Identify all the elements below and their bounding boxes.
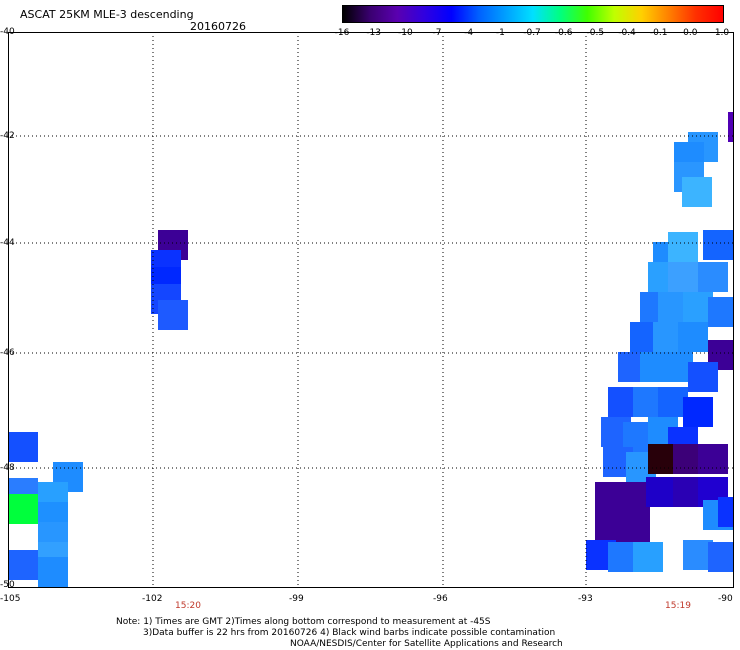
- lat-label-42: -42: [0, 131, 15, 141]
- wind-cell: [38, 557, 68, 587]
- map-title: ASCAT 25KM MLE-3 descending: [20, 8, 194, 21]
- wind-cell: [698, 444, 728, 474]
- wind-cell: [708, 542, 733, 572]
- wind-cell: [728, 112, 733, 142]
- lat-label-48: -48: [0, 463, 15, 473]
- wind-cell: [698, 262, 728, 292]
- time-label-left: 15:20: [175, 601, 201, 611]
- wind-cell: [688, 362, 718, 392]
- note-line-3: NOAA/NESDIS/Center for Satellite Applica…: [290, 639, 563, 649]
- lat-label-44: -44: [0, 238, 15, 248]
- lon-label-102: -102: [142, 594, 163, 604]
- lon-label-90: -90: [718, 594, 733, 604]
- lon-label-96: -96: [433, 594, 448, 604]
- map-date: 20160726: [190, 20, 246, 33]
- wind-cell: [682, 177, 712, 207]
- lat-label-40: -40: [0, 27, 15, 37]
- wind-cell: [703, 230, 733, 260]
- colorbar: [342, 5, 724, 23]
- wind-cell: [620, 512, 650, 542]
- time-label-right: 15:19: [665, 601, 691, 611]
- wind-cell: [646, 477, 676, 507]
- wind-cell: [158, 300, 188, 330]
- wind-cell: [8, 432, 38, 462]
- lat-label-50: -50: [0, 580, 15, 590]
- lon-label-93: -93: [578, 594, 593, 604]
- lon-label-105: -105: [0, 594, 21, 604]
- lat-label-46: -46: [0, 348, 15, 358]
- wind-cell: [8, 550, 38, 580]
- wind-cell: [678, 322, 708, 352]
- wind-cell: [683, 397, 713, 427]
- note-line-1: Note: 1) Times are GMT 2)Times along bot…: [116, 617, 491, 627]
- wind-cell: [718, 497, 733, 527]
- wind-cell: [620, 482, 650, 512]
- note-line-2: 3)Data buffer is 22 hrs from 20160726 4)…: [143, 628, 556, 638]
- lon-label-99: -99: [289, 594, 304, 604]
- map-plot-area: [8, 32, 733, 587]
- wind-cell: [668, 232, 698, 262]
- wind-cell: [668, 262, 698, 292]
- wind-cell: [8, 494, 38, 524]
- wind-cell: [708, 297, 733, 327]
- wind-cell: [633, 542, 663, 572]
